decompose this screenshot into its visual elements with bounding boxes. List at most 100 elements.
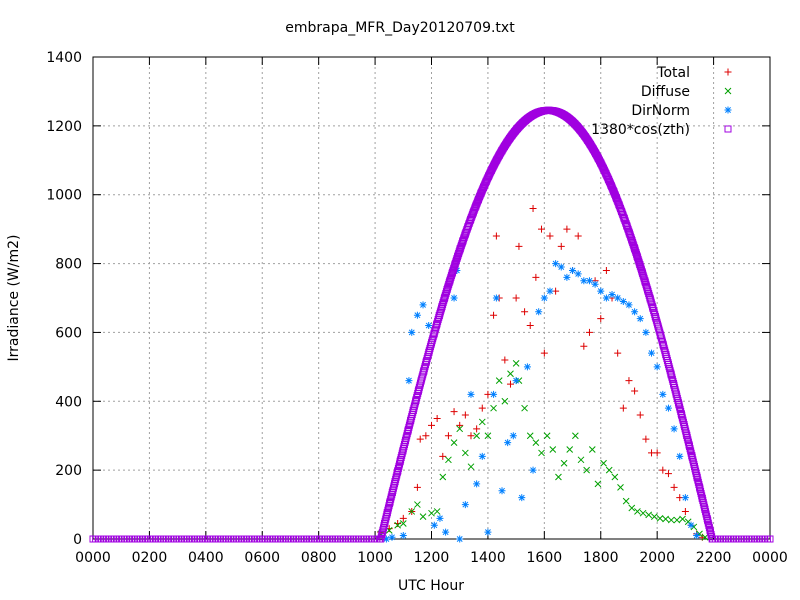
curve-point — [692, 467, 700, 475]
curve-point — [397, 454, 405, 462]
curve-point — [388, 489, 396, 497]
data-point — [408, 508, 416, 515]
data-point — [504, 439, 512, 447]
curve-point — [684, 436, 692, 444]
x-tick-label: 0200 — [132, 550, 168, 566]
legend-label: Total — [656, 65, 690, 81]
data-point — [540, 294, 548, 302]
data-point — [416, 435, 424, 443]
data-point — [664, 470, 672, 478]
y-tick-label: 0 — [73, 532, 82, 548]
curve-point — [683, 431, 691, 439]
data-point — [625, 301, 633, 309]
data-point — [478, 452, 486, 460]
data-point — [631, 308, 639, 316]
curve-point — [393, 469, 401, 477]
data-point — [535, 308, 543, 316]
curve-point — [690, 460, 698, 468]
chart-title: embrapa_MFR_Day20120709.txt — [285, 20, 515, 36]
legend-label: 1380*cos(zth) — [591, 122, 690, 138]
curve-point — [699, 499, 707, 507]
data-point — [642, 328, 650, 336]
data-point — [597, 287, 605, 295]
data-point — [653, 363, 661, 371]
data-point — [585, 277, 593, 285]
curve-point — [389, 484, 397, 492]
data-point — [430, 521, 438, 529]
data-point — [619, 297, 627, 305]
data-point — [687, 521, 695, 529]
data-point — [501, 356, 509, 364]
x-tick-label: 1000 — [357, 550, 393, 566]
curve-point — [382, 515, 390, 523]
curve-point — [706, 526, 714, 534]
data-point — [577, 456, 585, 464]
data-point — [546, 232, 554, 240]
data-point — [529, 466, 537, 474]
curve-point — [698, 494, 706, 502]
curve-point — [379, 524, 387, 532]
data-point — [473, 432, 480, 440]
data-point — [602, 294, 610, 302]
curve-point — [689, 456, 697, 464]
y-axis-ticks: 0 200 400 600 800 1000 1200 1400 — [46, 50, 770, 548]
curve-point — [686, 443, 694, 451]
data-point — [591, 280, 599, 288]
data-point — [594, 480, 602, 488]
data-point — [636, 315, 644, 323]
curve-point — [385, 502, 393, 510]
data-point — [478, 404, 486, 412]
legend-label: Diffuse — [641, 84, 690, 100]
legend-marker — [724, 106, 732, 114]
data-point — [456, 421, 464, 429]
data-point — [523, 363, 531, 371]
data-point — [399, 532, 407, 540]
curve-point — [640, 273, 648, 281]
data-point — [614, 349, 622, 357]
data-point — [540, 349, 548, 357]
data-point — [515, 242, 523, 250]
data-point — [580, 277, 588, 285]
data-point — [467, 390, 475, 398]
curve-point — [703, 512, 711, 520]
data-point — [506, 380, 514, 388]
series-4 — [89, 106, 774, 543]
y-tick-label: 1400 — [46, 50, 82, 66]
curve-point — [639, 271, 647, 279]
data-point — [602, 266, 610, 274]
x-axis-label: UTC Hour — [398, 578, 464, 594]
curve-point — [377, 533, 385, 541]
data-point — [662, 515, 669, 523]
data-point — [388, 533, 396, 541]
x-tick-label: 0000 — [752, 550, 788, 566]
curve-point — [383, 508, 391, 516]
data-point — [611, 473, 619, 481]
curve-point — [387, 493, 395, 501]
data-point — [642, 435, 650, 443]
legend-marker — [724, 68, 732, 76]
data-point — [560, 459, 568, 467]
curve-point — [695, 483, 703, 491]
curve-point — [446, 275, 454, 283]
x-tick-label: 0600 — [244, 550, 280, 566]
data-point — [490, 404, 497, 412]
data-point — [518, 494, 526, 502]
curve-point — [701, 505, 709, 513]
data-point — [509, 432, 517, 440]
legend-marker — [724, 125, 732, 133]
curve-point — [676, 405, 684, 413]
data-point — [574, 270, 582, 278]
data-point — [645, 511, 653, 519]
data-point — [574, 232, 582, 240]
series-3 — [382, 260, 701, 543]
curve-point — [637, 266, 645, 274]
curve-point — [378, 528, 386, 536]
data-point — [555, 473, 562, 481]
data-point — [394, 521, 402, 529]
data-point — [498, 487, 506, 495]
curve-point — [445, 279, 453, 287]
curve-point — [677, 407, 685, 415]
data-point — [670, 483, 678, 491]
curve-point — [707, 530, 715, 538]
